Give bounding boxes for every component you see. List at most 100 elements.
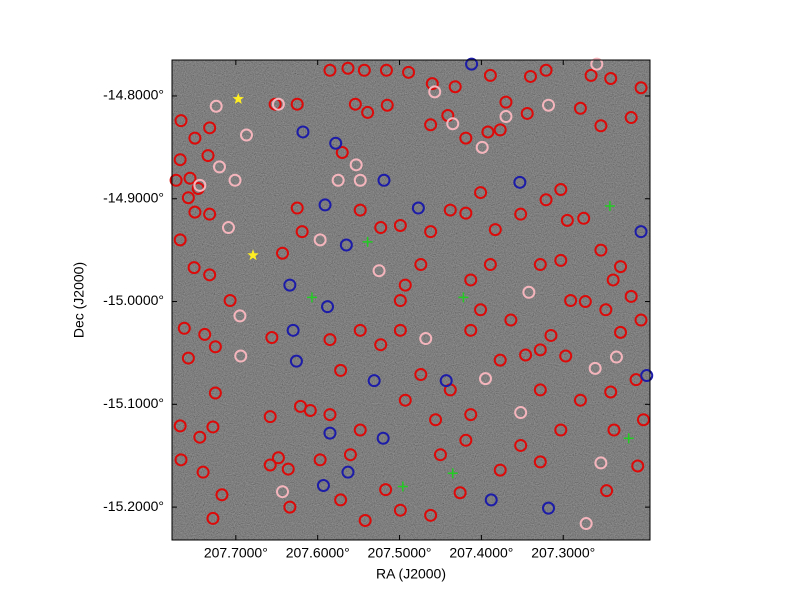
source-circle	[514, 207, 528, 221]
source-circle	[533, 258, 547, 272]
source-circle	[483, 258, 497, 272]
source-circle	[221, 221, 235, 235]
source-circle	[499, 95, 513, 109]
source-circle	[323, 333, 337, 347]
source-circle	[289, 354, 303, 368]
source-circle	[514, 438, 528, 452]
y-tick-label: -15.1000°	[103, 395, 164, 411]
source-circle	[228, 173, 242, 187]
source-circle	[459, 433, 473, 447]
source-circle	[475, 140, 489, 154]
source-circle	[329, 136, 343, 150]
x-tick-label: 207.3000°	[531, 545, 595, 561]
plus-marker	[306, 292, 317, 303]
plus-marker	[604, 200, 615, 211]
source-circle	[177, 321, 191, 335]
source-circle	[594, 243, 608, 257]
source-circle	[212, 160, 226, 174]
source-circle	[203, 121, 217, 135]
source-circle	[353, 203, 367, 217]
source-circle	[303, 403, 317, 417]
source-circle	[519, 348, 533, 362]
source-circle	[504, 313, 518, 327]
y-tick-label: -15.2000°	[103, 498, 164, 514]
source-circle	[443, 203, 457, 217]
source-circle	[295, 225, 309, 239]
source-circle	[474, 303, 488, 317]
source-circle	[379, 63, 393, 77]
source-circle	[631, 459, 645, 473]
source-circle	[578, 295, 592, 309]
source-circle	[372, 264, 386, 278]
source-circle	[209, 99, 223, 113]
source-circle	[424, 508, 438, 522]
source-circle	[459, 131, 473, 145]
source-circle	[428, 85, 442, 99]
source-circle	[544, 328, 558, 342]
source-circle	[533, 455, 547, 469]
source-circle	[193, 430, 207, 444]
source-circle	[174, 114, 188, 128]
source-circle	[316, 479, 330, 493]
source-circle	[539, 63, 553, 77]
source-circle	[334, 363, 348, 377]
source-circle	[554, 423, 568, 437]
source-circle	[181, 351, 195, 365]
y-tick-label: -14.9000°	[103, 189, 164, 205]
source-circle	[614, 260, 628, 274]
source-circle	[283, 278, 297, 292]
source-circle	[414, 368, 428, 382]
source-circle	[499, 110, 513, 124]
source-circle	[439, 374, 453, 388]
source-circle	[339, 238, 353, 252]
source-circle	[271, 451, 285, 465]
source-circle	[376, 431, 390, 445]
source-circle	[208, 340, 222, 354]
source-circle	[265, 331, 279, 345]
source-circle	[453, 486, 467, 500]
source-circle	[201, 149, 215, 163]
source-circle	[188, 131, 202, 145]
source-circle	[513, 175, 527, 189]
source-circle	[533, 343, 547, 357]
source-circle	[323, 426, 337, 440]
plus-marker	[362, 236, 373, 247]
source-circle	[283, 500, 297, 514]
source-circle	[374, 221, 388, 235]
source-circle	[275, 485, 289, 499]
source-circle	[313, 453, 327, 467]
source-circle	[393, 503, 407, 517]
source-circle	[474, 186, 488, 200]
source-circle	[187, 261, 201, 275]
source-circle	[233, 309, 247, 323]
source-circle	[374, 338, 388, 352]
source-circle	[493, 463, 507, 477]
source-circle	[203, 207, 217, 221]
source-circle	[493, 123, 507, 137]
source-circle	[393, 323, 407, 337]
star-marker	[232, 93, 244, 104]
y-tick-label: -14.8000°	[103, 87, 164, 103]
source-circle	[206, 420, 220, 434]
source-circle	[196, 465, 210, 479]
source-circle	[398, 278, 412, 292]
source-circle	[353, 173, 367, 187]
source-circle	[624, 111, 638, 125]
source-circle	[424, 225, 438, 239]
source-circle	[588, 361, 602, 375]
source-circle	[464, 323, 478, 337]
source-circle	[271, 97, 285, 111]
source-circle	[604, 385, 618, 399]
source-circle	[604, 72, 618, 86]
source-circle	[398, 393, 412, 407]
source-circle	[600, 484, 614, 498]
source-circle	[203, 268, 217, 282]
y-axis-label: Dec (J2000)	[71, 262, 87, 338]
source-circle	[573, 101, 587, 115]
source-circle	[215, 488, 229, 502]
source-circle	[343, 448, 357, 462]
source-circle	[411, 201, 425, 215]
source-circle	[402, 65, 416, 79]
source-circle	[493, 353, 507, 367]
